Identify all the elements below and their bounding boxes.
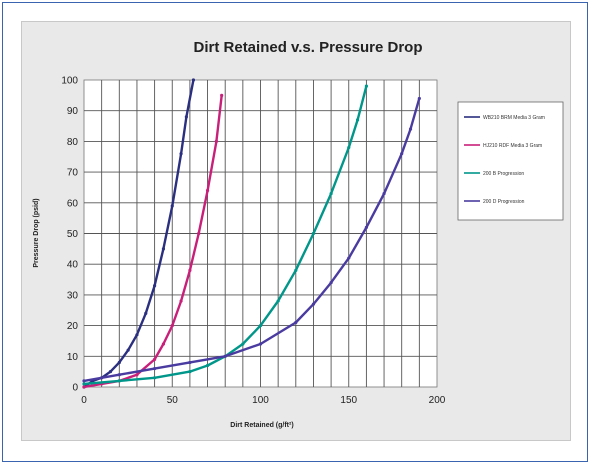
data-point [223,354,227,358]
data-point [153,357,157,361]
x-tick-label: 150 [340,395,357,406]
data-point [117,360,121,365]
data-point [108,370,113,374]
data-point [170,324,174,328]
chart-frame: Dirt Retained v.s. Pressure Drop 0 10 20 30… [2,2,588,462]
grid-lines [84,80,437,387]
y-tick-label: 60 [67,198,79,209]
chart-title: Dirt Retained v.s. Pressure Drop [194,39,423,56]
y-tick-label: 30 [67,290,79,301]
data-point [311,302,316,306]
data-point [82,385,86,389]
data-point [161,247,166,251]
x-tick-label: 50 [167,395,179,406]
data-point [214,139,218,143]
x-tick-label: 200 [429,395,446,406]
data-point [294,320,298,325]
legend-label: 200 B Progression [483,171,524,177]
data-point [329,281,333,285]
data-point [408,127,413,131]
x-tick-label: 100 [252,395,269,406]
data-point [188,360,192,365]
data-point [191,78,196,82]
data-point [135,333,139,337]
data-point [364,225,368,229]
data-point [188,268,192,272]
chart-panel: Dirt Retained v.s. Pressure Drop 0 10 20 30… [21,21,571,441]
data-point [205,188,210,193]
data-point [197,231,201,236]
data-point [294,268,298,272]
data-point [258,324,263,328]
y-tick-label: 20 [67,321,79,332]
y-tick-label: 100 [61,76,78,87]
data-point [364,84,368,88]
data-point [82,382,86,386]
data-point [170,204,174,208]
y-tick-label: 40 [67,260,79,271]
data-point [220,93,224,97]
legend-label: WB210 BRM Media 3 Gram [483,115,545,121]
data-point [258,342,263,346]
x-tick-label: 0 [81,395,87,406]
legend-label: HJ210 RDF Media 3 Gram [483,143,542,149]
data-point [126,348,130,352]
y-tick-label: 80 [67,137,79,148]
data-point [205,363,210,368]
data-point [241,342,245,346]
data-point [135,373,139,377]
series-layer [82,78,421,389]
y-tick-label: 90 [67,106,79,117]
data-point [355,118,360,122]
data-point [347,256,351,260]
data-point [179,299,183,303]
data-point [347,145,351,150]
data-point [417,96,421,101]
y-tick-label: 0 [72,383,78,394]
data-point [311,231,316,236]
tick-labels: 0 10 20 30 40 50 60 70 80 90 100 0 50 100 150 200 [61,76,445,407]
x-axis-label: Dirt Retained (g/ft²) [230,422,293,429]
data-point [179,152,183,156]
data-point [117,373,121,377]
data-point [400,152,404,156]
data-point [82,379,86,383]
data-point [161,342,166,346]
data-point [184,115,188,119]
data-point [144,311,148,315]
data-point [188,370,192,374]
y-tick-label: 50 [67,229,79,240]
legend-label: 200 D Progression [483,199,525,205]
data-point [153,376,157,380]
data-point [329,191,333,196]
y-tick-label: 70 [67,168,79,179]
y-axis-label: Pressure Drop (psid) [33,198,40,267]
data-point [382,191,386,196]
y-tick-label: 10 [67,352,79,363]
data-point [276,299,280,303]
chart-svg: Dirt Retained v.s. Pressure Drop 0 10 20 30… [33,39,564,429]
data-point [153,284,157,288]
data-point [153,366,157,371]
data-point [117,379,121,383]
legend: WB210 BRM Media 3 Gram HJ210 RDF Media 3 … [464,115,545,205]
